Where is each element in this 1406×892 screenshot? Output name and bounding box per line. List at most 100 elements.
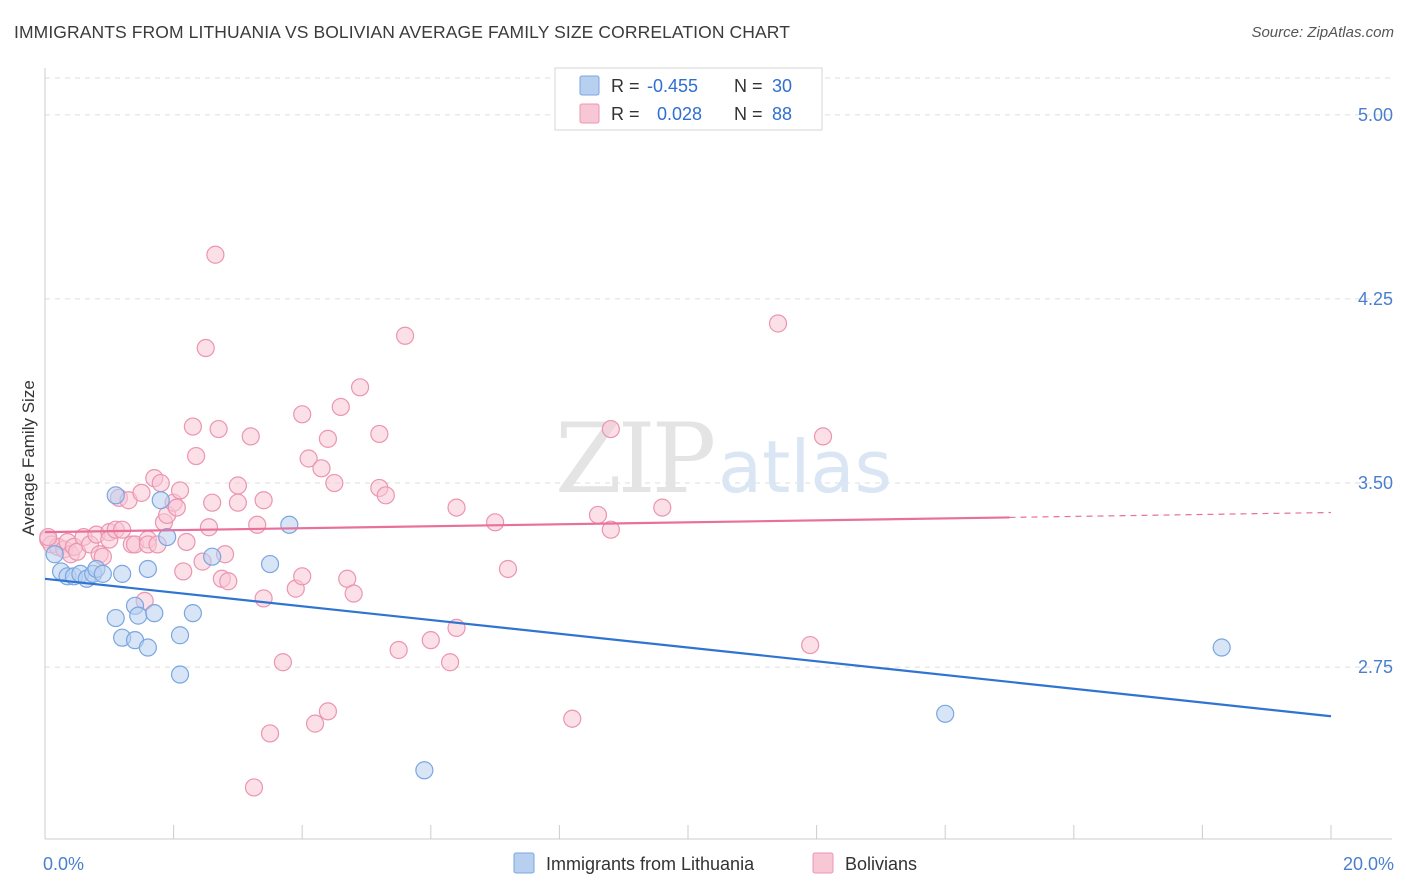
bolivians-point-56 [293,567,312,586]
bolivians-point-74 [440,653,460,672]
lithuania-point-18 [145,604,164,623]
lithuania-point-16 [138,559,157,579]
lithuania-point-9 [106,608,125,628]
y-tick-label-0: 2.75 [1358,657,1393,677]
bolivians-point-62 [318,429,338,448]
lithuania-trend-line [44,577,1332,718]
bolivians-point-39 [199,518,219,537]
bolivians-point-83 [653,498,672,517]
bolivians-point-72 [395,326,415,345]
lithuania-point-25 [260,554,280,574]
y-tick-label-1: 3.50 [1358,473,1393,493]
bolivians-point-76 [447,498,466,517]
bolivians-point-27 [151,473,170,493]
lithuania-point-23 [183,604,202,623]
bolivians-point-35 [183,417,202,436]
bolivians-point-17 [113,520,132,539]
watermark: ZIP atlas [555,403,892,515]
bolivians-point-67 [350,378,370,397]
lithuania-point-15 [129,606,148,625]
legend-r-value-1: -0.455 [647,76,698,96]
x-tick-labels: 0.0% 20.0% [43,854,1394,874]
bolivians-point-33 [174,562,193,581]
chart-title: IMMIGRANTS FROM LITHUANIA VS BOLIVIAN AV… [14,22,791,42]
bolivians-trend-line [44,516,1010,534]
y-tick-labels: 2.75 3.50 4.25 5.00 [1358,105,1393,677]
lithuania-point-12 [113,564,132,583]
bolivians-point-66 [344,584,363,603]
bolivians-point-31 [167,498,186,517]
bolivians-point-77 [486,513,505,532]
bolivians-point-69 [370,424,389,444]
x-tick-label-1: 20.0% [1343,854,1394,874]
bolivians-point-38 [196,338,215,358]
bolivians-point-48 [241,427,260,446]
bolivians-point-80 [588,505,608,525]
legend-n-label-1: N = [734,76,763,96]
series-label-lithuania: Immigrants from Lithuania [546,854,755,874]
lithuania-point-8 [93,564,112,583]
bolivians-point-79 [563,709,582,728]
bolivians-point-78 [498,559,518,579]
bolivians-point-42 [209,419,228,439]
series-legend: Immigrants from Lithuania Bolivians [513,852,917,874]
trend-lines [44,511,1332,718]
bolivians-point-64 [331,397,350,417]
bolivians-point-61 [318,702,338,721]
bolivians-point-84 [768,314,788,333]
bolivians-point-49 [248,515,267,534]
bolivians-point-46 [228,493,247,512]
legend-n-value-2: 88 [772,104,792,124]
lithuania-point-28 [936,704,955,723]
bolivians-point-36 [187,446,206,466]
bolivians-point-57 [293,405,312,424]
legend-n-label-2: N = [734,104,763,124]
grid-lines [45,77,1392,668]
bolivians-point-63 [325,473,344,493]
x-tick-label-0: 0.0% [43,854,84,874]
lithuania-point-21 [170,626,190,645]
bolivians-point-81 [601,419,620,439]
bolivians-point-40 [203,493,222,512]
legend-r-label-1: R = [611,76,640,96]
legend-swatch-blue [579,75,600,96]
stats-legend: R = -0.455 N = 30 R = 0.028 N = 88 [554,67,823,131]
lithuania-point-29 [1212,638,1231,657]
source-credit: Source: ZipAtlas.com [1251,24,1394,41]
lithuania-points [45,486,1231,780]
lithuania-point-24 [203,547,222,566]
lithuania-point-0 [45,545,64,564]
bolivians-point-51 [254,589,273,608]
lithuania-point-22 [170,665,190,684]
lithuania-point-20 [158,527,177,547]
bolivians-point-50 [254,491,273,510]
bolivians-point-82 [601,520,620,539]
legend-r-label-2: R = [611,104,640,124]
bolivians-point-32 [170,481,190,500]
axes [44,68,1392,840]
y-tick-label-2: 4.25 [1358,289,1393,309]
bolivians-point-21 [132,483,151,502]
y-axis-label: Average Family Size [19,380,38,536]
bolivians-point-41 [206,245,225,264]
bolivians-point-86 [801,635,820,655]
watermark-atlas: atlas [718,425,892,509]
bolivians-point-60 [312,459,331,478]
bolivians-point-53 [244,778,264,797]
lithuania-point-27 [415,761,434,780]
bolivians-point-54 [273,653,293,672]
bolivians-point-71 [389,640,408,660]
bolivians-point-52 [260,724,280,743]
legend-swatch-pink [579,103,600,124]
y-tick-label-3: 5.00 [1358,105,1393,125]
series-swatch-lithuania [513,852,535,874]
bolivians-point-70 [376,486,395,505]
bolivians-point-47 [228,476,247,495]
legend-n-value-1: 30 [772,76,792,96]
lithuania-point-26 [280,515,299,534]
watermark-zip: ZIP [555,403,714,515]
bolivians-point-73 [421,631,440,650]
lithuania-point-19 [151,491,170,510]
legend-r-value-2: 0.028 [657,104,702,124]
